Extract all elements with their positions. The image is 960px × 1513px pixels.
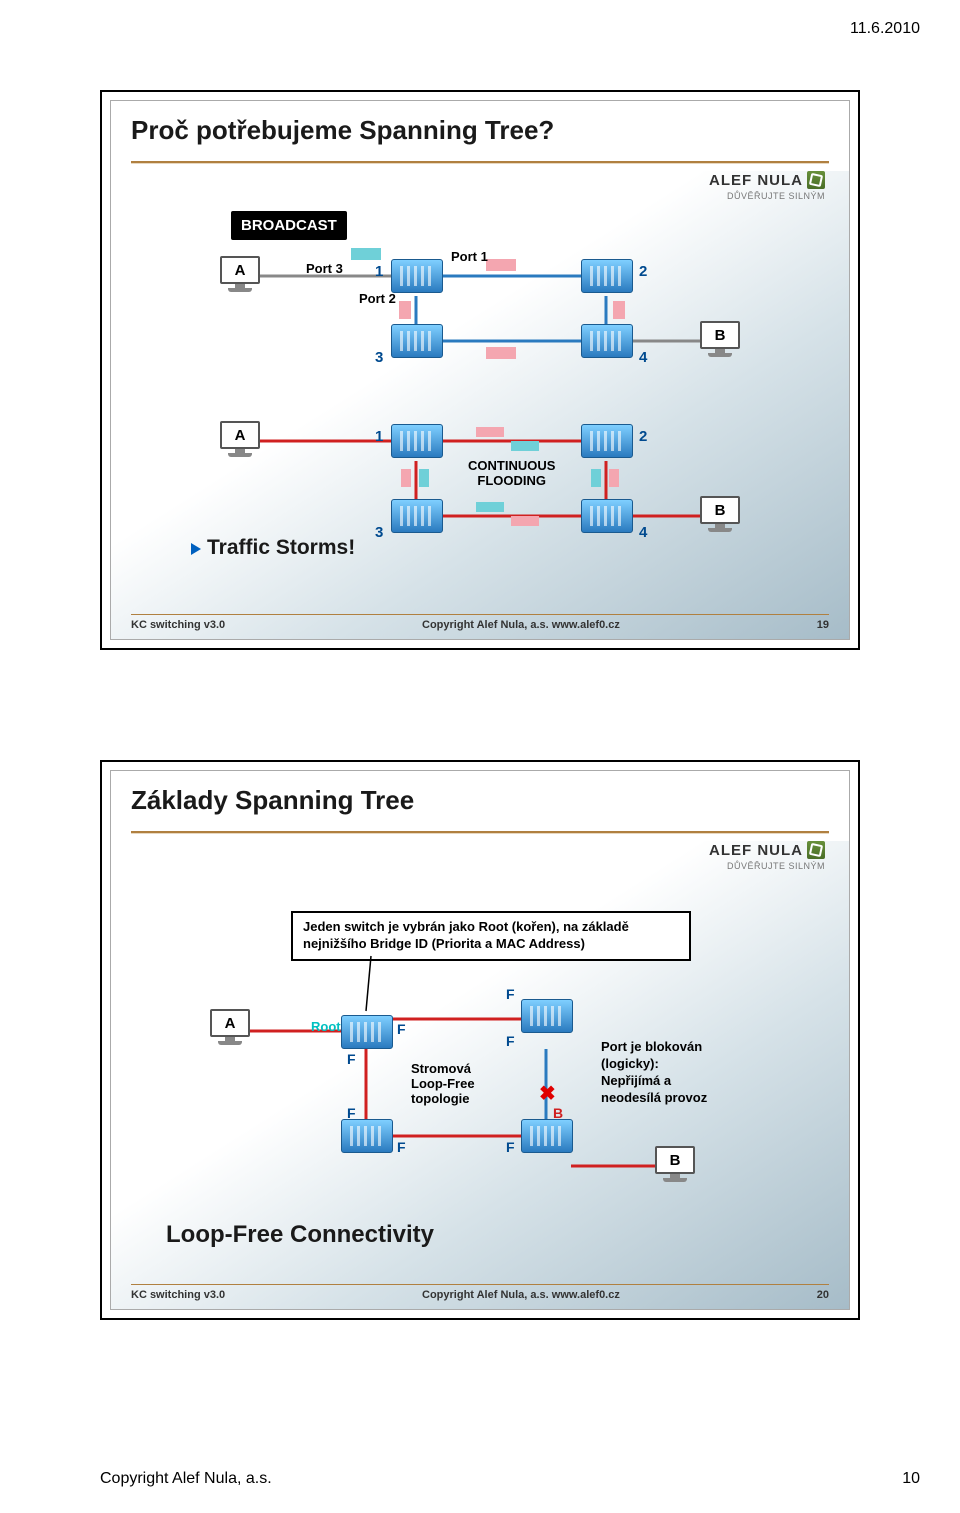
blocked-l2: (logicky): — [601, 1056, 659, 1071]
f-label-3: F — [347, 1051, 356, 1067]
switch-bottom-left — [341, 1119, 393, 1153]
b-port-label: B — [553, 1105, 563, 1121]
switch-top-right — [521, 999, 573, 1033]
pc-a-lower: A — [216, 421, 264, 461]
f-label-1: F — [397, 1021, 406, 1037]
slide-2: Základy Spanning Tree ALEF NULA DŮVĚŘUJT… — [100, 760, 860, 1320]
blocked-x-icon: ✖ — [539, 1081, 556, 1106]
traffic-storms-text: Traffic Storms! — [207, 536, 355, 559]
pc-a-label: A — [206, 1015, 254, 1032]
slides-container: Proč potřebujeme Spanning Tree? ALEF NUL… — [0, 0, 960, 1470]
slide-1-diagram: BROADCAST — [111, 101, 850, 640]
slide-2-footer-right: 20 — [817, 1289, 829, 1301]
continuous-label: CONTINUOUS — [468, 458, 555, 473]
switch-4-upper — [581, 324, 633, 358]
blocked-l3: Nepřijímá a — [601, 1073, 671, 1088]
upper-sw-num-1: 1 — [375, 263, 383, 280]
blocked-port-label: Port je blokován (logicky): Nepřijímá a … — [601, 1039, 707, 1107]
lower-sw-num-3: 3 — [375, 524, 383, 541]
slide-2-footer-mid: Copyright Alef Nula, a.s. www.alef0.cz — [422, 1289, 620, 1301]
page-date: 11.6.2010 — [850, 20, 920, 38]
switch-4-lower — [581, 499, 633, 533]
tree-l3: topologie — [411, 1091, 470, 1106]
lower-sw-num-4: 4 — [639, 524, 647, 541]
switch-3-lower — [391, 499, 443, 533]
f-label-6: F — [397, 1139, 406, 1155]
slide-1-footer-mid: Copyright Alef Nula, a.s. www.alef0.cz — [422, 619, 620, 631]
switch-3-upper — [391, 324, 443, 358]
slide-1-footer: KC switching v3.0 Copyright Alef Nula, a… — [131, 614, 829, 631]
switch-bottom-right — [521, 1119, 573, 1153]
page-footer-copyright: Copyright Alef Nula, a.s. — [100, 1470, 272, 1488]
root-label: Root — [311, 1019, 341, 1034]
continuous-flooding-label: CONTINUOUS FLOODING — [468, 458, 555, 488]
f-label-7: F — [506, 1139, 515, 1155]
tree-topology-label: Stromová Loop-Free topologie — [411, 1061, 475, 1106]
switch-1-lower — [391, 424, 443, 458]
loop-free-label: Loop-Free Connectivity — [166, 1221, 434, 1249]
slide-1: Proč potřebujeme Spanning Tree? ALEF NUL… — [100, 90, 860, 650]
switch-root — [341, 1015, 393, 1049]
blocked-l4: neodesílá provoz — [601, 1090, 707, 1105]
pc-a: A — [206, 1009, 254, 1049]
slide-2-footer-left: KC switching v3.0 — [131, 1289, 225, 1301]
pc-b: B — [651, 1146, 699, 1186]
port3-label: Port 3 — [306, 261, 343, 276]
flooding-label: FLOODING — [477, 473, 546, 488]
f-label-5: F — [347, 1105, 356, 1121]
page-footer-number: 10 — [902, 1470, 920, 1488]
upper-sw-num-3: 3 — [375, 349, 383, 366]
switch-2-upper — [581, 259, 633, 293]
pc-b-upper: B — [696, 321, 744, 361]
upper-sw-num-2: 2 — [639, 263, 647, 280]
tree-l2: Loop-Free — [411, 1076, 475, 1091]
upper-sw-num-4: 4 — [639, 349, 647, 366]
tree-l1: Stromová — [411, 1061, 471, 1076]
switch-2-lower — [581, 424, 633, 458]
slide-2-diagram: Jeden switch je vybrán jako Root (kořen)… — [111, 771, 850, 1310]
slide-2-footer: KC switching v3.0 Copyright Alef Nula, a… — [131, 1284, 829, 1301]
lower-sw-num-1: 1 — [375, 428, 383, 445]
pc-a-upper: A — [216, 256, 264, 296]
triangle-icon — [191, 543, 201, 555]
pc-b-lower: B — [696, 496, 744, 536]
port2-label: Port 2 — [359, 291, 396, 306]
switch-1-upper — [391, 259, 443, 293]
slide-1-footer-left: KC switching v3.0 — [131, 619, 225, 631]
lower-sw-num-2: 2 — [639, 428, 647, 445]
blocked-l1: Port je blokován — [601, 1039, 702, 1054]
slide-1-footer-right: 19 — [817, 619, 829, 631]
f-label-4: F — [506, 1033, 515, 1049]
pc-a-upper-label: A — [216, 262, 264, 279]
traffic-storms-label: Traffic Storms! — [191, 536, 355, 560]
pc-b-label: B — [651, 1152, 699, 1169]
pc-b-upper-label: B — [696, 327, 744, 344]
page-footer: Copyright Alef Nula, a.s. 10 — [0, 1470, 960, 1513]
port1-label: Port 1 — [451, 249, 488, 264]
pc-a-lower-label: A — [216, 427, 264, 444]
pc-b-lower-label: B — [696, 502, 744, 519]
f-label-2: F — [506, 986, 515, 1002]
